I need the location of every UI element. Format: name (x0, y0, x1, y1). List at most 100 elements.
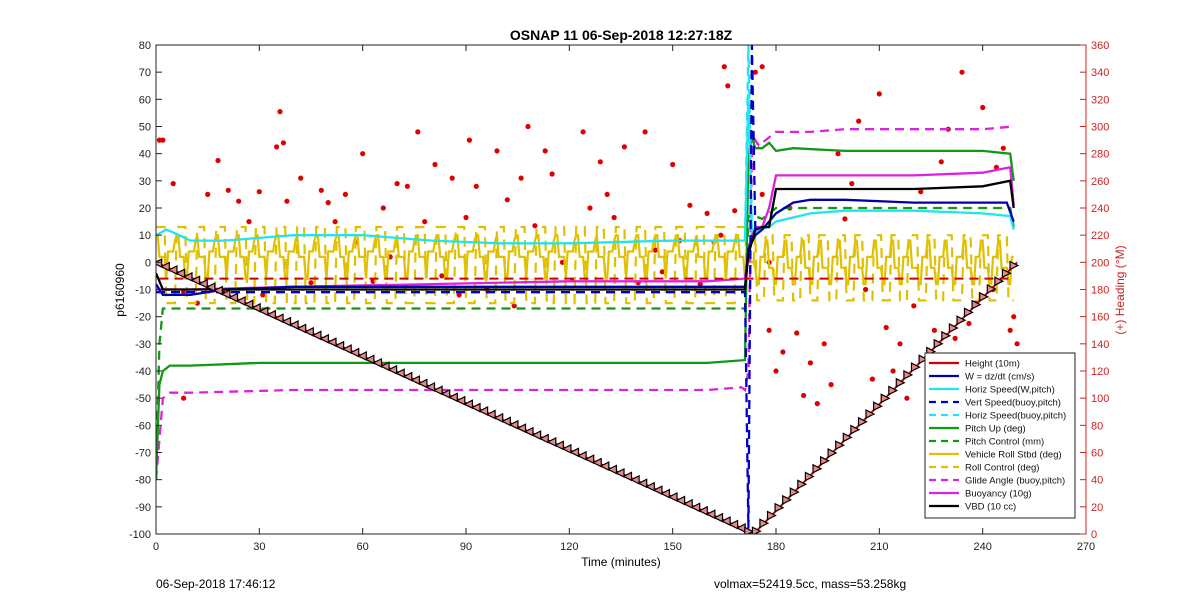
y2-tick-label: 240 (1091, 203, 1109, 215)
y2-tick-label: 60 (1091, 448, 1103, 460)
height-marker (591, 457, 602, 468)
heading-point (542, 148, 548, 154)
height-marker (880, 393, 891, 404)
heading-point (642, 129, 648, 135)
y2-tick-label: 40 (1091, 475, 1103, 487)
data-layer (156, 45, 1020, 534)
heading-point (883, 324, 889, 331)
height-marker (349, 347, 360, 358)
height-marker (660, 488, 671, 499)
heading-point (687, 202, 693, 208)
heading-point (621, 144, 628, 150)
height-marker (379, 361, 390, 372)
heading-point (277, 109, 283, 115)
height-marker (812, 463, 823, 474)
series-glide-angle-buoy-pitch-line (156, 125, 1014, 480)
height-marker (243, 299, 254, 310)
heading-point (549, 171, 555, 177)
height-marker (933, 338, 944, 349)
legend-label: Height (10m) (965, 359, 1020, 370)
y-tick-label: -90 (135, 502, 151, 514)
heading-point (256, 189, 262, 195)
x-tick-label: 180 (767, 541, 785, 553)
height-marker (903, 369, 914, 380)
legend-label: Horiz Speed(W,pitch) (965, 385, 1055, 396)
heading-point (525, 123, 531, 130)
height-marker (614, 468, 625, 478)
heading-point (236, 198, 242, 204)
height-marker (417, 378, 428, 389)
height-marker (948, 323, 959, 333)
heading-point (966, 320, 972, 327)
y-tick-label: -50 (135, 393, 151, 405)
height-marker (303, 326, 314, 337)
height-marker (697, 505, 708, 516)
series-pitch-control-mm-line (156, 206, 1015, 480)
height-marker (842, 432, 853, 443)
heading-point (215, 157, 221, 164)
series-pitch-up-deg-line (156, 132, 1015, 480)
heading-point (439, 273, 445, 279)
y-tick-label: 60 (139, 94, 151, 106)
heading-point (863, 286, 869, 293)
height-marker (212, 285, 223, 296)
legend: Height (10m) W = dz/dt (cm/s) Horiz Speed(… (924, 352, 1076, 519)
series-vbd-10-cc-line (156, 179, 1015, 291)
heading-point (780, 349, 786, 355)
height-marker (281, 316, 292, 327)
heading-point (587, 205, 593, 211)
heading-point (766, 327, 772, 333)
y2-tick-label: 300 (1091, 122, 1109, 134)
height-marker (1009, 260, 1020, 271)
height-marker (751, 526, 762, 534)
heading-point (280, 140, 286, 146)
y-tick-label: -40 (135, 366, 151, 378)
heading-point (466, 137, 472, 143)
heading-point (298, 175, 304, 181)
heading-point (511, 303, 517, 309)
height-marker (857, 416, 868, 427)
heading-point (246, 219, 252, 225)
heading-point (260, 292, 266, 298)
y-tick-label: 70 (139, 67, 151, 79)
height-marker (713, 512, 724, 523)
heading-point (1014, 341, 1020, 347)
y2-tick-label: 340 (1091, 67, 1109, 79)
heading-point (404, 183, 410, 189)
heading-point (959, 69, 965, 75)
height-marker (735, 523, 746, 533)
height-marker (425, 382, 436, 392)
heading-point (494, 148, 500, 154)
legend-label: Horiz Speed(buoy,pitch) (965, 411, 1066, 422)
x-tick-label: 150 (663, 541, 681, 553)
heading-point (181, 289, 187, 295)
height-marker (888, 385, 899, 396)
heading-point (449, 175, 455, 181)
height-marker (531, 430, 542, 441)
y2-axis-label: (+) Heading (°M) (1113, 245, 1127, 334)
legend-label: Buoyancy (10g) (965, 489, 1032, 500)
chart-title: OSNAP 11 06-Sep-2018 12:27:18Z (510, 27, 733, 43)
y-tick-label: 30 (139, 176, 151, 188)
heading-point (876, 91, 882, 97)
y2-tick-label: 320 (1091, 94, 1109, 106)
height-marker (197, 278, 208, 289)
heading-point (274, 144, 280, 150)
height-marker (220, 289, 231, 300)
height-marker (705, 509, 716, 520)
height-marker (835, 440, 846, 451)
height-marker (865, 409, 876, 419)
axes-layer: 0 30 60 90 120 150 180 210 240 270 80 70 60 50 40 30 20 1… (129, 40, 1109, 553)
height-marker (979, 291, 990, 302)
height-marker (994, 276, 1005, 287)
height-marker (720, 516, 731, 527)
heading-point (752, 69, 758, 75)
legend-label: VBD (10 cc) (965, 502, 1016, 513)
heading-point (160, 137, 166, 143)
height-marker (850, 424, 861, 435)
heading-point (456, 292, 462, 298)
y2-tick-label: 160 (1091, 312, 1109, 324)
height-marker (682, 498, 693, 509)
height-marker (364, 354, 375, 365)
y-axis-label: p6160960 (113, 263, 127, 317)
